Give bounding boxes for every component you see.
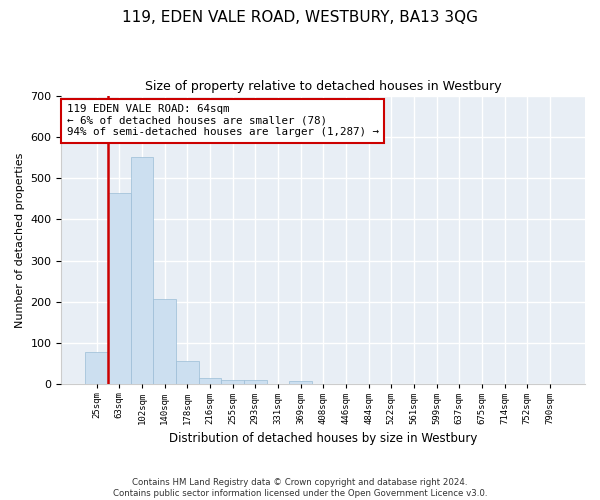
Text: 119 EDEN VALE ROAD: 64sqm
← 6% of detached houses are smaller (78)
94% of semi-d: 119 EDEN VALE ROAD: 64sqm ← 6% of detach…: [67, 104, 379, 138]
Text: Contains HM Land Registry data © Crown copyright and database right 2024.
Contai: Contains HM Land Registry data © Crown c…: [113, 478, 487, 498]
Bar: [244, 380, 266, 384]
X-axis label: Distribution of detached houses by size in Westbury: Distribution of detached houses by size …: [169, 432, 478, 445]
Text: 119, EDEN VALE ROAD, WESTBURY, BA13 3QG: 119, EDEN VALE ROAD, WESTBURY, BA13 3QG: [122, 10, 478, 25]
Bar: [85, 352, 108, 384]
Bar: [131, 158, 153, 384]
Y-axis label: Number of detached properties: Number of detached properties: [15, 152, 25, 328]
Title: Size of property relative to detached houses in Westbury: Size of property relative to detached ho…: [145, 80, 502, 93]
Bar: [153, 300, 176, 384]
Bar: [289, 381, 312, 384]
Bar: [221, 380, 244, 384]
Bar: [108, 194, 131, 384]
Bar: [199, 378, 221, 384]
Bar: [176, 361, 199, 384]
